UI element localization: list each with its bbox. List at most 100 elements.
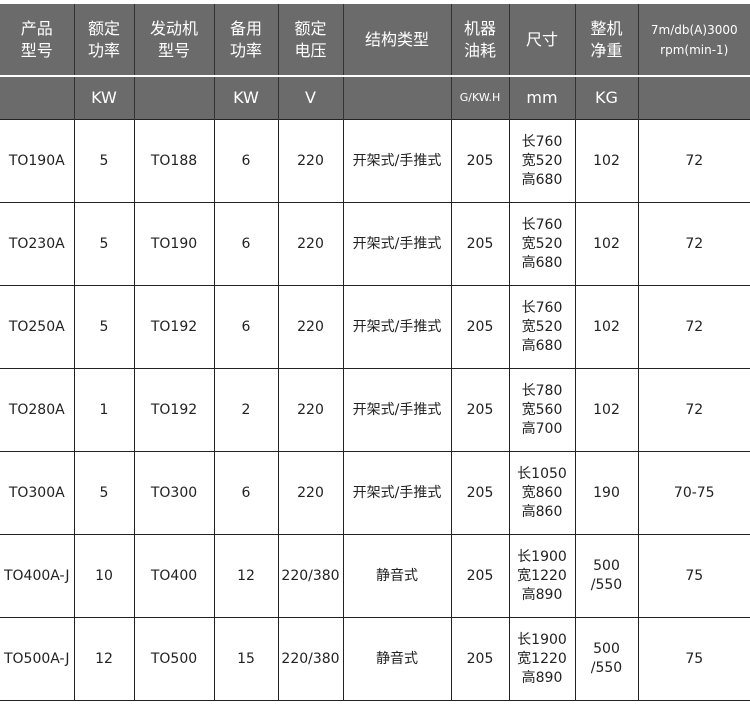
table-cell: 500 /550 [574,534,639,618]
column-header: 额定 电压 [277,4,343,77]
table-row: TO250A 5 TO192 6 220 开架式/手推式 205 长760 宽520 高680… [0,285,750,369]
unit-header: mm [508,76,575,120]
table-cell: 220 [277,368,344,452]
unit-header: KW [73,76,134,120]
table-cell: TO500A-J [0,617,75,701]
table-cell: 205 [450,285,510,369]
table-cell: 静音式 [342,534,452,618]
table-cell: 205 [450,451,510,535]
table-cell: 102 [574,202,639,286]
table-cell: 长760 宽520 高680 [508,285,576,369]
unit-header [637,76,750,120]
unit-header: G/KW.H [450,76,509,120]
table-row: TO300A 5 TO300 6 220 开架式/手推式 205 长1050 宽860 高86… [0,451,750,535]
column-header: 发动机 型号 [133,4,214,77]
table-row: TO400A-J 10 TO400 12 220/380 静音式 205 长1900 宽122… [0,534,750,618]
table-cell: 1 [73,368,135,452]
unit-header: KW [213,76,278,120]
table-cell: TO192 [133,368,215,452]
table-cell: 220/380 [277,534,344,618]
table-cell: TO500 [133,617,215,701]
table-cell: 开架式/手推式 [342,451,452,535]
table-cell: 220 [277,451,344,535]
table-cell: 220/380 [277,617,344,701]
unit-header [133,76,214,120]
column-header: 额定 功率 [73,4,134,77]
table-cell: 5 [73,285,135,369]
unit-header: V [277,76,343,120]
table-cell: 6 [213,119,279,203]
table-cell: 75 [637,534,750,618]
table-cell: 72 [637,202,750,286]
table-cell: 220 [277,285,344,369]
table-cell: 72 [637,368,750,452]
table-cell: 102 [574,368,639,452]
table-cell: 2 [213,368,279,452]
table-cell: 12 [213,534,279,618]
table-cell: TO400A-J [0,534,75,618]
table-body: TO190A 5 TO188 6 220 开架式/手推式 205 长760 宽520 高680… [0,119,750,701]
table-cell: 6 [213,285,279,369]
table-cell: 15 [213,617,279,701]
table-cell: TO188 [133,119,215,203]
table-cell: TO190A [0,119,75,203]
table-cell: 190 [574,451,639,535]
table-cell: 5 [73,451,135,535]
table-cell: 长1050 宽860 高860 [508,451,576,535]
table-cell: 500 /550 [574,617,639,701]
table-cell: TO250A [0,285,75,369]
table-cell: TO280A [0,368,75,452]
table-cell: 75 [637,617,750,701]
header-row-units: KW KW V G/KW.H mm KG [0,76,750,120]
table-cell: 72 [637,285,750,369]
column-header: 尺寸 [508,4,575,77]
table-cell: 102 [574,119,639,203]
table-cell: 70-75 [637,451,750,535]
unit-header [342,76,451,120]
column-header: 机器 油耗 [450,4,509,77]
table-row: TO190A 5 TO188 6 220 开架式/手推式 205 长760 宽520 高680… [0,119,750,203]
table-cell: 102 [574,285,639,369]
table-cell: 205 [450,368,510,452]
table-cell: 长1900 宽1220 高890 [508,617,576,701]
column-header: 产品 型号 [0,4,74,77]
unit-header [0,76,74,120]
table-cell: 12 [73,617,135,701]
table-cell: 6 [213,202,279,286]
table-cell: 205 [450,534,510,618]
table-cell: 5 [73,202,135,286]
table-cell: 开架式/手推式 [342,368,452,452]
table-cell: TO400 [133,534,215,618]
table-cell: 72 [637,119,750,203]
table-cell: 205 [450,202,510,286]
header-row-labels: 产品 型号 额定 功率 发动机 型号 备用 功率 额定 电压 结构类型 机器 油耗 尺寸 整机 … [0,4,750,77]
table-cell: 长1900 宽1220 高890 [508,534,576,618]
table-cell: TO300 [133,451,215,535]
table-cell: 5 [73,119,135,203]
table-cell: TO190 [133,202,215,286]
table-cell: TO230A [0,202,75,286]
table-cell: 205 [450,617,510,701]
table-cell: 长760 宽520 高680 [508,119,576,203]
table-cell: 205 [450,119,510,203]
table-cell: 6 [213,451,279,535]
table-cell: 开架式/手推式 [342,202,452,286]
table-cell: 长760 宽520 高680 [508,202,576,286]
column-header: 结构类型 [342,4,451,77]
table-row: TO280A 1 TO192 2 220 开架式/手推式 205 长780 宽560 高700… [0,368,750,452]
column-header: 整机 净重 [574,4,638,77]
column-header: 7m/db(A)3000 rpm(min-1) [637,4,750,77]
table-row: TO500A-J 12 TO500 15 220/380 静音式 205 长1900 宽122… [0,617,750,701]
table-cell: 10 [73,534,135,618]
table-cell: 长780 宽560 高700 [508,368,576,452]
unit-header: KG [574,76,638,120]
table-cell: 开架式/手推式 [342,285,452,369]
table-cell: 220 [277,119,344,203]
table-cell: 静音式 [342,617,452,701]
table-cell: TO192 [133,285,215,369]
table-cell: TO300A [0,451,75,535]
table-cell: 220 [277,202,344,286]
table-cell: 开架式/手推式 [342,119,452,203]
column-header: 备用 功率 [213,4,278,77]
table-row: TO230A 5 TO190 6 220 开架式/手推式 205 长760 宽520 高680… [0,202,750,286]
